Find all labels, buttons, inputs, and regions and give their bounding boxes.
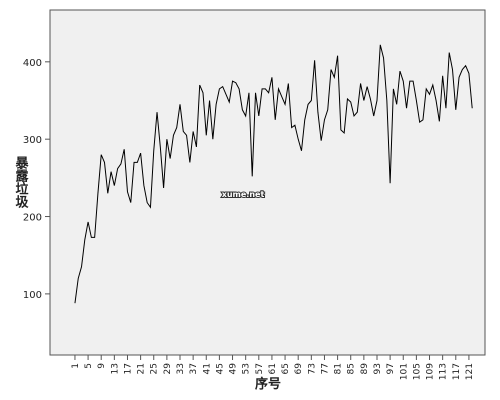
x-tick-label: 5 — [84, 363, 94, 369]
x-tick-label: 73 — [307, 363, 317, 374]
x-tick-label: 113 — [439, 363, 449, 380]
y-tick-label: 300 — [23, 135, 42, 146]
x-tick-label: 85 — [347, 363, 357, 374]
x-tick-label: 13 — [110, 363, 120, 374]
x-tick-label: 101 — [399, 363, 409, 380]
data-line — [74, 44, 473, 304]
x-tick-label: 97 — [386, 363, 396, 374]
plot-area — [49, 9, 486, 356]
x-tick-label: 29 — [163, 363, 173, 375]
y-tick-label: 400 — [23, 58, 42, 69]
x-tick-label: 93 — [373, 363, 383, 374]
x-tick-label: 1 — [71, 363, 81, 369]
y-tick-label: 200 — [23, 213, 42, 224]
x-tick-label: 109 — [426, 363, 436, 380]
x-tick-label: 89 — [360, 363, 370, 375]
x-tick-label: 33 — [176, 363, 186, 374]
y-tick-label: 100 — [23, 290, 42, 301]
x-tick-label: 77 — [320, 363, 330, 374]
x-tick-label: 53 — [242, 363, 252, 374]
x-tick-label: 65 — [281, 363, 291, 374]
y-axis-label: 暴露垃圾 — [13, 156, 30, 209]
x-tick-label: 21 — [137, 363, 147, 374]
x-tick-label: 9 — [97, 363, 107, 369]
x-tick-label: 81 — [334, 363, 344, 374]
x-axis-label: 序号 — [255, 376, 281, 392]
x-tick-label: 117 — [452, 363, 462, 380]
x-tick-label: 49 — [229, 363, 239, 375]
x-tick-label: 45 — [215, 363, 225, 374]
x-tick-label: 57 — [255, 363, 265, 374]
x-tick-label: 105 — [412, 363, 422, 380]
x-tick-label: 61 — [268, 363, 278, 374]
x-tick-label: 121 — [465, 363, 475, 380]
x-tick-label: 37 — [189, 363, 199, 374]
watermark: xume.net — [222, 190, 265, 199]
x-tick-label: 69 — [294, 363, 304, 375]
x-tick-label: 41 — [202, 363, 212, 374]
x-tick-label: 25 — [150, 363, 160, 374]
x-tick-label: 17 — [123, 363, 133, 374]
